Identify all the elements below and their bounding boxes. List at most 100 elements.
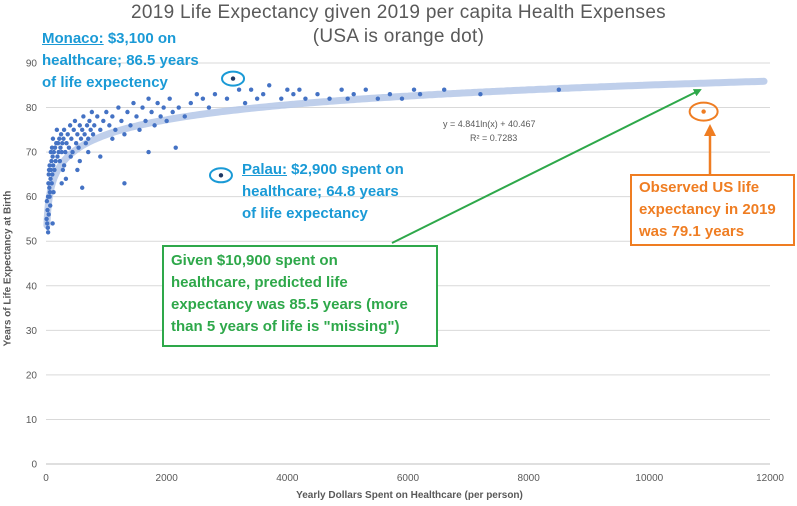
data-point	[345, 96, 350, 101]
data-point	[78, 136, 84, 141]
data-point	[104, 109, 109, 115]
monaco-highlight-ellipse	[221, 70, 246, 87]
data-point	[44, 198, 50, 204]
data-point	[86, 136, 91, 141]
usa-highlight-ellipse	[688, 101, 719, 122]
data-point	[297, 87, 302, 92]
annotation-marks	[208, 70, 719, 244]
y-tick-label: 10	[26, 415, 38, 426]
y-tick-label: 70	[26, 148, 38, 159]
data-point	[63, 176, 69, 182]
predicted-line3: expectancy was 85.5 years (more	[171, 296, 408, 313]
data-point	[218, 173, 224, 178]
data-point	[77, 158, 82, 164]
data-point	[61, 136, 66, 141]
data-point	[701, 109, 706, 114]
y-tick-label: 60	[26, 192, 38, 203]
data-point	[65, 132, 70, 137]
data-point	[72, 118, 78, 124]
data-point	[59, 149, 64, 155]
data-point	[110, 114, 115, 119]
data-point	[107, 123, 112, 128]
data-point	[101, 118, 106, 124]
data-point	[47, 194, 52, 199]
data-point	[73, 141, 79, 146]
data-point	[230, 76, 236, 81]
data-point	[68, 154, 73, 159]
predicted-arrow	[391, 89, 702, 244]
data-point	[442, 87, 447, 92]
data-point	[61, 127, 67, 133]
data-point	[46, 172, 51, 177]
x-axis-label: Yearly Dollars Spent on Healthcare (per …	[296, 490, 523, 501]
axes: 0 10 20 30 40 50 60 70 80 90 0 2000 4000 6000 8000 1000…	[26, 59, 784, 485]
data-point	[176, 105, 181, 110]
data-point	[49, 181, 54, 186]
data-point	[134, 114, 139, 119]
data-point	[48, 176, 53, 182]
data-point	[81, 114, 86, 119]
trendline-r-squared: R² = 0.7283	[470, 133, 518, 143]
data-point	[50, 172, 55, 177]
palau-name: Palau:	[242, 161, 288, 178]
observed-annotation-box: Observed US life expectancy in 2019 was …	[630, 174, 795, 246]
data-point	[75, 132, 80, 137]
observed-line2: expectancy in 2019	[639, 201, 776, 218]
palau-line3: of life expectancy	[242, 205, 368, 222]
data-point	[60, 167, 66, 173]
data-point	[161, 105, 166, 110]
data-point	[285, 87, 290, 92]
data-point	[45, 230, 51, 235]
data-point	[82, 132, 87, 137]
data-point	[75, 167, 80, 173]
x-tick-label: 12000	[756, 473, 784, 484]
data-point	[119, 118, 124, 124]
data-point	[60, 141, 65, 146]
data-point	[45, 225, 51, 231]
data-point	[58, 132, 64, 137]
data-point	[67, 123, 73, 128]
data-point	[152, 123, 157, 128]
data-point	[417, 91, 423, 97]
data-point	[48, 167, 54, 173]
data-point	[45, 207, 50, 213]
data-point	[339, 87, 344, 92]
data-point	[50, 154, 55, 159]
observed-line3: was 79.1 years	[639, 223, 745, 240]
data-point	[53, 158, 58, 164]
data-point	[224, 96, 230, 101]
palau-highlight-ellipse	[208, 167, 233, 184]
data-point	[279, 96, 284, 101]
data-point	[188, 100, 193, 106]
trendline-equation: y = 4.841ln(x) + 40.467	[443, 119, 536, 129]
data-point	[399, 96, 405, 101]
data-point	[140, 105, 145, 110]
data-point	[66, 145, 72, 150]
data-point	[46, 212, 51, 217]
data-point	[164, 118, 169, 124]
data-point	[261, 91, 266, 97]
data-point	[146, 149, 151, 155]
trendline-curve	[43, 77, 768, 229]
palau-line1: $2,900 spent on	[287, 161, 404, 178]
data-point	[194, 91, 200, 97]
data-point	[351, 91, 356, 97]
predicted-line2: healthcare, predicted life	[171, 274, 348, 291]
data-point	[50, 221, 55, 226]
data-point	[143, 118, 148, 124]
data-point	[236, 87, 242, 92]
observed-line1: Observed US life	[639, 179, 760, 196]
data-point	[69, 136, 74, 141]
data-point	[59, 181, 64, 186]
data-point	[88, 127, 93, 133]
data-point	[131, 100, 136, 106]
data-point	[83, 141, 89, 146]
data-point	[48, 203, 53, 208]
data-point	[167, 96, 172, 101]
y-axis-label: Years of Life Expectancy at Birth	[2, 190, 14, 347]
data-point	[63, 149, 68, 155]
data-point	[267, 83, 272, 88]
data-point	[113, 127, 118, 133]
trendline	[43, 77, 768, 229]
data-point	[200, 96, 206, 101]
